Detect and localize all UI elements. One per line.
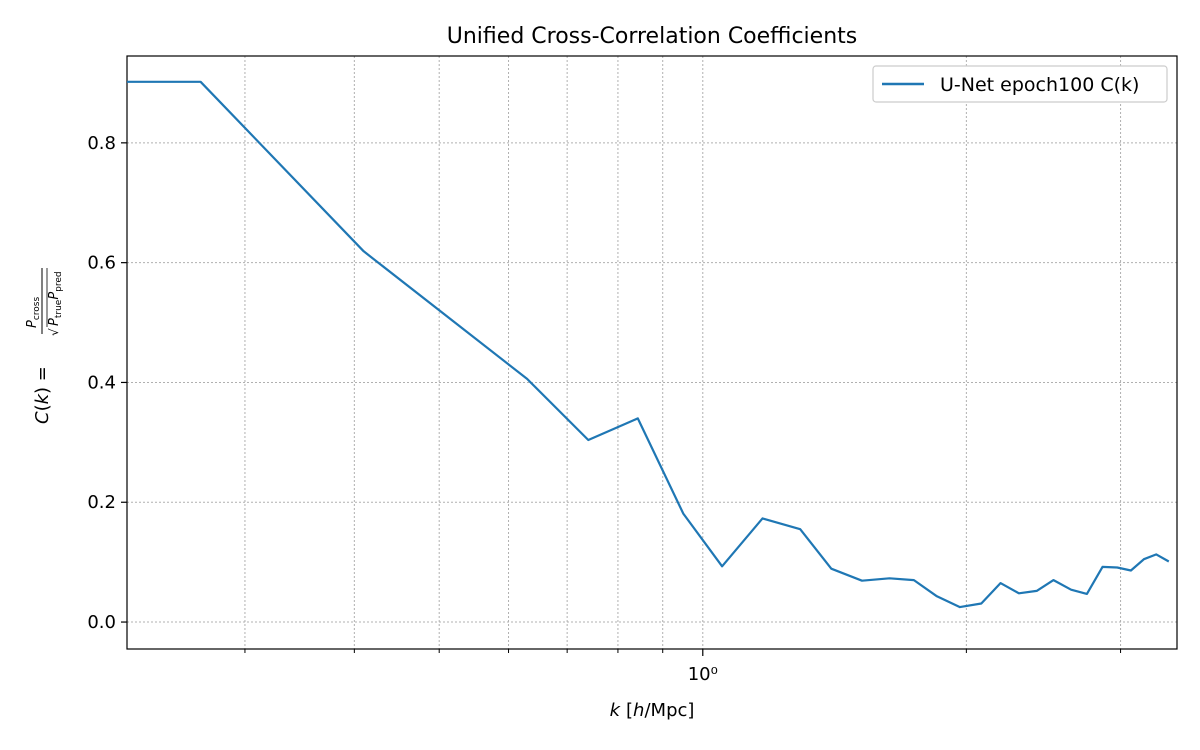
svg-text:Pcross: Pcross [25, 297, 42, 328]
y-axis-label: C(k) = Pcross √ PtruePpred [25, 268, 64, 424]
y-tick-label: 0.2 [87, 492, 116, 513]
y-tick-label: 0.4 [87, 372, 116, 393]
axis-ticks: 0.0 0.2 0.4 0.6 0.8 10⁰ [87, 133, 1122, 685]
legend-label: U-Net epoch100 C(k) [940, 74, 1139, 96]
legend: U-Net epoch100 C(k) [872, 65, 1168, 103]
grid [127, 56, 1177, 649]
x-tick-label: 10⁰ [688, 664, 718, 685]
y-tick-label: 0.0 [87, 612, 116, 633]
svg-text:√: √ [47, 328, 61, 336]
legend-box [872, 65, 1168, 103]
chart-title: Unified Cross-Correlation Coefficients [447, 24, 857, 49]
series-line-unet-epoch100 [127, 80, 1170, 609]
y-tick-label: 0.8 [87, 133, 116, 154]
svg-text:C(k) =: C(k) = [32, 366, 53, 424]
y-tick-label: 0.6 [87, 253, 116, 274]
svg-text:PtruePpred: PtruePpred [47, 271, 64, 326]
plot-frame [126, 55, 1178, 650]
x-axis-label: k [h/Mpc] [610, 700, 695, 721]
